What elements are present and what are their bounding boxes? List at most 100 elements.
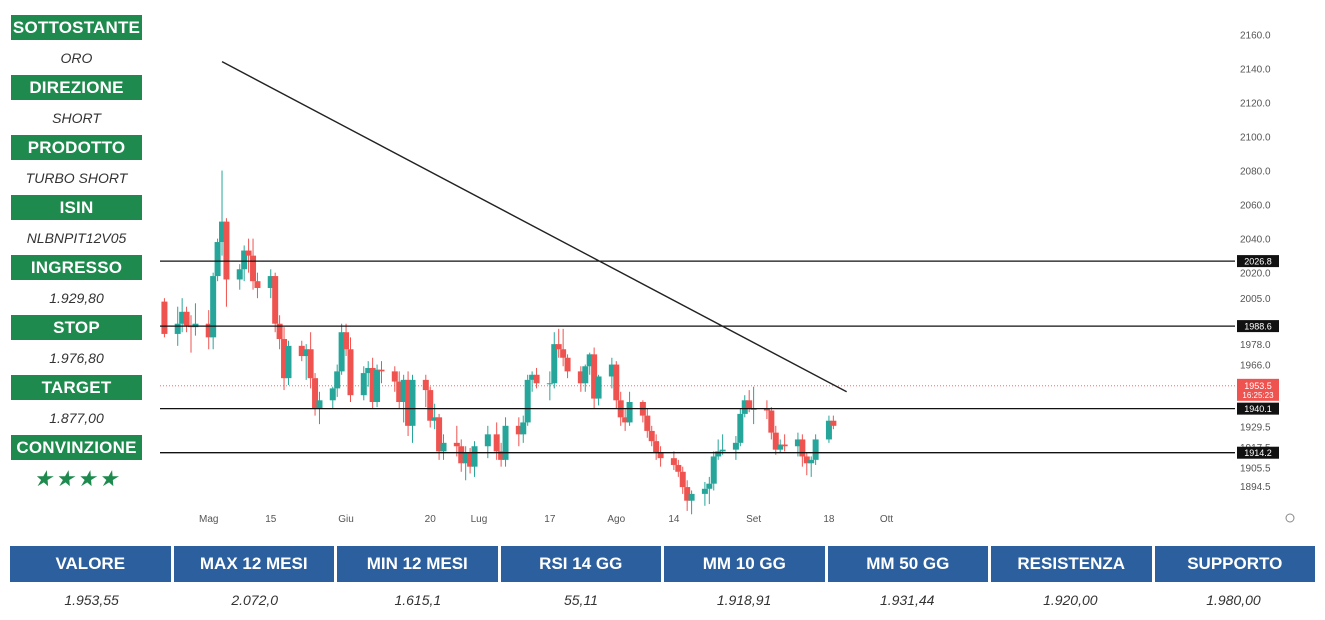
- stats-value: 1.953,55: [64, 592, 119, 608]
- candle-body: [312, 378, 319, 409]
- y-tick-label: 2140.0: [1240, 64, 1271, 75]
- x-tick-label: 20: [425, 514, 437, 525]
- candle-body: [670, 458, 677, 465]
- candle-body: [551, 344, 558, 384]
- candle-body: [812, 439, 819, 460]
- stats-value: 55,11: [563, 592, 598, 608]
- settings-icon: [1285, 513, 1295, 523]
- sidebar-label: ISIN: [10, 194, 143, 221]
- candle-body: [484, 434, 491, 447]
- level-label-box: [1237, 446, 1279, 459]
- x-tick-label: Mag: [199, 514, 218, 525]
- candle-body: [529, 374, 536, 380]
- chart-svg: 2160.0 2140.0 2120.0 2100.0 2080.0 2060.0 2040…: [160, 30, 1295, 525]
- candle-body: [715, 451, 722, 457]
- candle-body: [613, 364, 620, 401]
- candle-body: [254, 281, 261, 288]
- stats-header: MIN 12 MESI: [337, 546, 501, 582]
- sidebar-value: ORO: [10, 41, 143, 74]
- candle-body: [174, 323, 181, 334]
- candle-body: [555, 344, 562, 350]
- candle-body: [498, 451, 505, 460]
- candle-body: [285, 345, 292, 379]
- y-tick-label: 1966.0: [1240, 361, 1271, 372]
- level-label: 1914.2: [1244, 448, 1272, 458]
- candle-body: [799, 439, 806, 457]
- candle-body: [427, 390, 434, 421]
- candle-body: [458, 446, 465, 464]
- level-label-box: [1237, 320, 1279, 333]
- candle-body: [316, 400, 323, 409]
- level-label-box: [1237, 402, 1279, 415]
- stats-header: MM 50 GG: [827, 546, 991, 582]
- candle-body: [471, 446, 478, 467]
- candle-body: [210, 276, 217, 338]
- last-price-label: 1953.5: [1244, 381, 1272, 391]
- candle-body: [440, 442, 447, 452]
- stats-header: SUPPORTO: [1154, 546, 1315, 582]
- y-tick-label: 2005.0: [1240, 294, 1271, 305]
- y-tick-label: 2160.0: [1240, 30, 1271, 41]
- candle-body: [467, 453, 474, 467]
- y-tick-label: 1894.5: [1240, 482, 1271, 493]
- candle-body: [236, 269, 243, 280]
- stats-header: MM 10 GG: [664, 546, 828, 582]
- candle-body: [267, 276, 274, 288]
- candle-body: [214, 242, 221, 277]
- candle-body: [794, 439, 801, 447]
- candle-body: [515, 425, 522, 435]
- stats-value: 1.920,00: [1043, 592, 1098, 608]
- conviction-stars: ★★★★: [10, 461, 143, 497]
- candle-body: [803, 456, 810, 464]
- candle-body: [281, 339, 288, 379]
- x-tick-label: 15: [265, 514, 277, 525]
- candle-body: [303, 349, 310, 357]
- candle-body: [192, 323, 199, 328]
- stats-header: RESISTENZA: [991, 546, 1155, 582]
- y-tick-label: 2060.0: [1240, 201, 1271, 212]
- candle-body: [436, 417, 443, 452]
- candle-body: [781, 444, 788, 447]
- candle-body: [272, 276, 279, 324]
- x-tick-label: 14: [668, 514, 680, 525]
- candle-body: [223, 221, 230, 280]
- countdown-label: 16:25:23: [1242, 391, 1274, 400]
- candle-body: [737, 413, 744, 443]
- sidebar-value: TURBO SHORT: [10, 161, 143, 194]
- candle-body: [741, 400, 748, 414]
- candle-body: [453, 442, 460, 447]
- sidebar-label: DIREZIONE: [10, 74, 143, 101]
- sidebar-label: SOTTOSTANTE: [10, 14, 143, 41]
- stats-header: RSI 14 GG: [500, 546, 664, 582]
- candle-body: [360, 373, 367, 396]
- candle-body: [644, 415, 651, 431]
- candle-body: [564, 357, 571, 372]
- y-tick-label: 2080.0: [1240, 167, 1271, 178]
- candle-body: [688, 493, 695, 501]
- x-tick-label: 17: [544, 514, 556, 525]
- candle-body: [520, 422, 527, 435]
- candle-body: [219, 221, 226, 243]
- candle-body: [768, 410, 775, 433]
- candle-body: [684, 487, 691, 501]
- candle-body: [582, 366, 589, 384]
- candle-body: [710, 456, 717, 484]
- candle-body: [462, 453, 469, 464]
- candle-body: [546, 383, 553, 385]
- stats-value-row: 1.953,55 2.072,0 1.615,1 55,11 1.918,91 1.931…: [10, 582, 1315, 618]
- candle-body: [808, 459, 815, 464]
- stats-table: VALORE MAX 12 MESI MIN 12 MESI RSI 14 GG MM …: [10, 546, 1315, 618]
- x-tick-label: Ago: [607, 514, 625, 525]
- level-label: 1988.6: [1244, 322, 1272, 332]
- stats-value: 1.931,44: [879, 592, 935, 608]
- candle-body: [183, 311, 190, 326]
- y-tick-label: 2120.0: [1240, 98, 1271, 109]
- candle-body: [378, 369, 385, 372]
- candle-body: [586, 354, 593, 367]
- y-tick-label: 2040.0: [1240, 235, 1271, 246]
- candle-body: [431, 417, 438, 421]
- y-tick-label: 1978.0: [1240, 340, 1271, 351]
- candle-body: [595, 376, 602, 399]
- sidebar-value: SHORT: [10, 101, 143, 134]
- candle-body: [391, 371, 398, 382]
